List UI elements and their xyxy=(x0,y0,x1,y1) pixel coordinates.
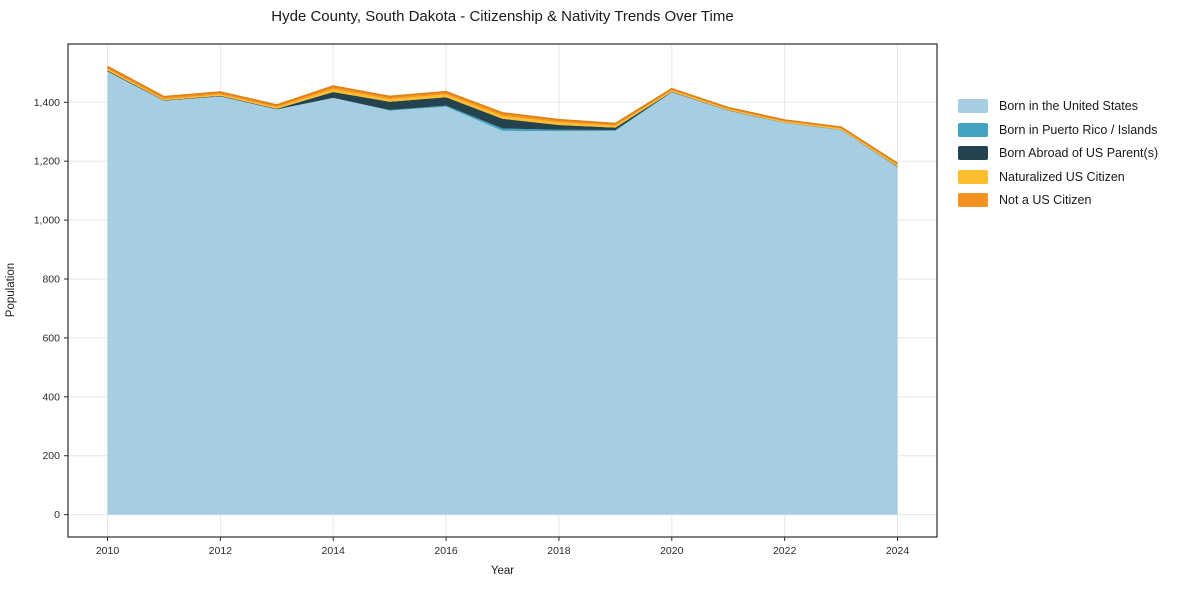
legend-item-1: Born in Puerto Rico / Islands xyxy=(958,122,1158,137)
legend-label: Not a US Citizen xyxy=(999,193,1092,207)
legend-item-3: Naturalized US Citizen xyxy=(958,169,1158,184)
chart-title: Hyde County, South Dakota - Citizenship … xyxy=(271,8,734,25)
legend-label: Born in Puerto Rico / Islands xyxy=(999,122,1158,137)
legend-swatch-icon xyxy=(958,193,988,207)
y-axis-label: Population xyxy=(5,262,17,318)
x-tick-label: 2016 xyxy=(434,545,458,557)
y-tick-label: 600 xyxy=(42,332,60,344)
legend-swatch-icon xyxy=(958,99,988,113)
area-series-4 xyxy=(107,66,898,165)
legend-label: Naturalized US Citizen xyxy=(999,169,1125,184)
legend-swatch-icon xyxy=(958,146,988,160)
x-tick-label: 2010 xyxy=(96,545,120,557)
area-series-3 xyxy=(107,69,898,167)
y-tick-label: 0 xyxy=(54,509,60,521)
x-tick-label: 2018 xyxy=(547,545,571,557)
y-tick-label: 400 xyxy=(42,391,60,403)
x-tick-label: 2020 xyxy=(660,545,684,557)
y-tick-label: 1,400 xyxy=(34,97,60,109)
legend-swatch-icon xyxy=(958,122,988,137)
x-axis-label: Year xyxy=(490,565,515,577)
legend-item-0: Born in the United States xyxy=(958,99,1158,113)
y-tick-label: 200 xyxy=(42,450,60,462)
legend-label: Born Abroad of US Parent(s) xyxy=(999,146,1159,160)
plot-border xyxy=(67,43,938,538)
legend-item-4: Not a US Citizen xyxy=(958,193,1158,207)
x-tick-label: 2014 xyxy=(322,545,346,557)
legend-label: Born in the United States xyxy=(999,99,1138,113)
x-tick-label: 2022 xyxy=(773,545,797,557)
y-tick-label: 800 xyxy=(42,274,60,286)
y-tick-label: 1,200 xyxy=(34,156,60,168)
area-series-0 xyxy=(107,71,898,515)
legend: Born in the United States Born in Puerto … xyxy=(958,99,1158,217)
x-tick-label: 2012 xyxy=(209,545,233,557)
legend-item-2: Born Abroad of US Parent(s) xyxy=(958,146,1158,160)
stack-top-contour xyxy=(107,65,898,164)
x-tick-label: 2024 xyxy=(886,545,910,557)
legend-swatch-icon xyxy=(958,169,988,184)
y-tick-label: 1,000 xyxy=(34,215,60,227)
